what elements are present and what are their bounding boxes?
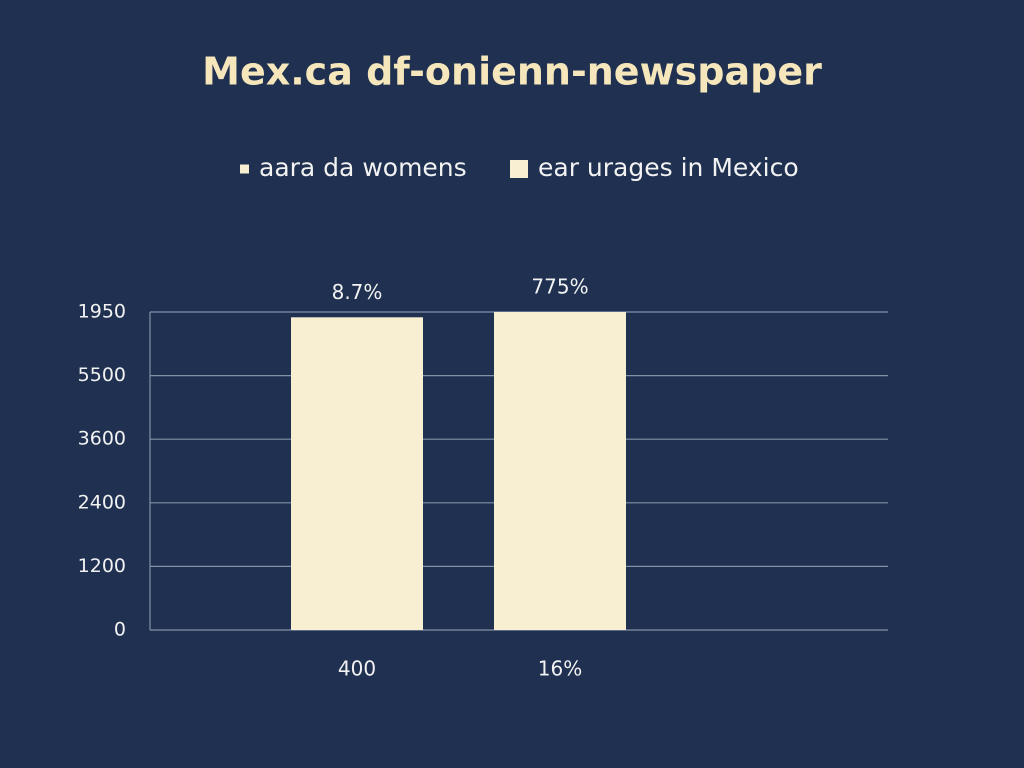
x-tick-label: 400 (338, 657, 376, 681)
bar (494, 312, 626, 630)
y-tick-label: 2400 (78, 491, 126, 513)
x-tick-label: 16% (538, 657, 582, 681)
y-tick-label: 1950 (78, 301, 126, 323)
annotation: 775% (531, 275, 588, 299)
chart-title: Mex.ca df-onienn-newspaper (202, 50, 822, 94)
y-tick-label: 1200 (78, 555, 126, 577)
y-tick-label: 0 (114, 619, 126, 641)
legend-swatch (510, 160, 528, 178)
bar (291, 317, 423, 630)
y-tick-label: 3600 (78, 428, 126, 450)
annotation: 8.7% (332, 280, 383, 304)
legend-label: aara da womens (259, 153, 467, 182)
legend-label: ear urages in Mexico (538, 153, 799, 182)
y-tick-label: 5500 (78, 364, 126, 386)
legend-swatch (240, 164, 249, 174)
